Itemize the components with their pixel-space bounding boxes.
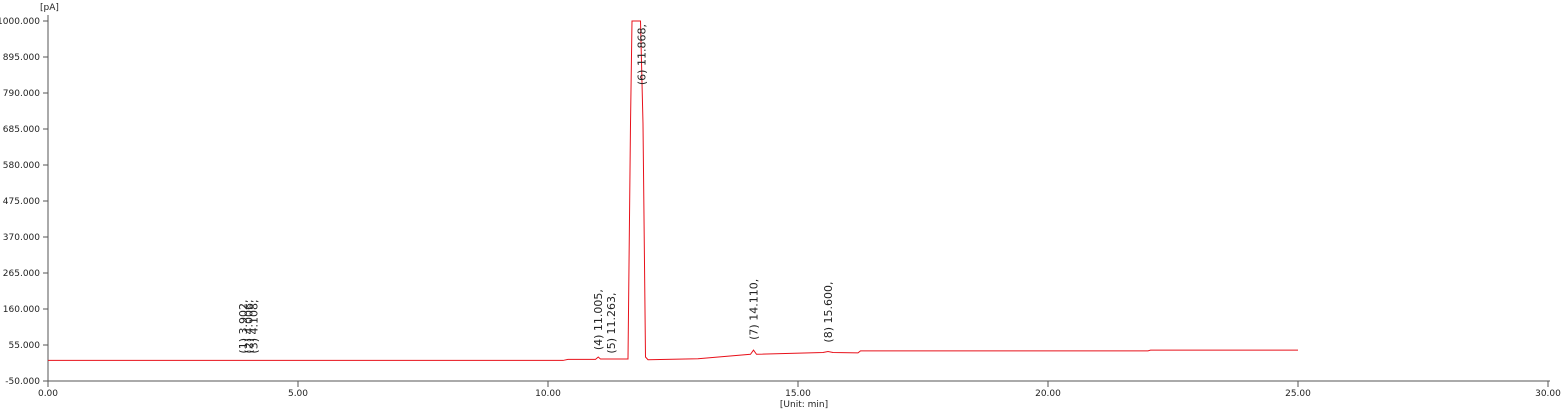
x-tick-label: 5.00 <box>288 389 308 399</box>
x-tick-label: 15.00 <box>785 389 811 399</box>
x-tick-label: 20.00 <box>1035 389 1061 399</box>
peak-label: (3) 4.108, <box>247 299 260 353</box>
x-tick-label: 10.00 <box>535 389 561 399</box>
y-tick-label: 475.000 <box>3 197 40 207</box>
y-tick-label: 1000.000 <box>0 17 40 27</box>
peak-label: (8) 15.600, <box>822 282 835 343</box>
x-axis-label: [Unit: min] <box>780 400 828 410</box>
y-tick-label: 790.000 <box>3 89 40 99</box>
peak-label: (6) 11.868, <box>635 24 648 85</box>
y-tick-label: 370.000 <box>3 233 40 243</box>
trace <box>48 20 1298 361</box>
peak-label: (1) 3.902, <box>237 299 250 353</box>
y-tick-label: -50.000 <box>5 377 40 387</box>
y-tick-label: 895.000 <box>3 53 40 63</box>
y-tick-label: 265.000 <box>3 269 40 279</box>
peak-label: (7) 14.110, <box>748 279 761 340</box>
y-tick-label: 580.000 <box>3 161 40 171</box>
peak-label: (4) 11.005, <box>592 289 605 350</box>
peak-label: (5) 11.263, <box>605 292 618 353</box>
x-tick-label: 0.00 <box>38 389 58 399</box>
x-tick-label: 25.00 <box>1285 389 1311 399</box>
y-tick-label: 55.000 <box>9 341 41 351</box>
y-tick-label: 160.000 <box>3 305 40 315</box>
y-tick-label: 685.000 <box>3 125 40 135</box>
x-tick-label: 30.00 <box>1535 389 1561 399</box>
y-axis-label: [pA] <box>40 3 59 13</box>
peak-label: (2) 4.006, <box>242 299 255 353</box>
